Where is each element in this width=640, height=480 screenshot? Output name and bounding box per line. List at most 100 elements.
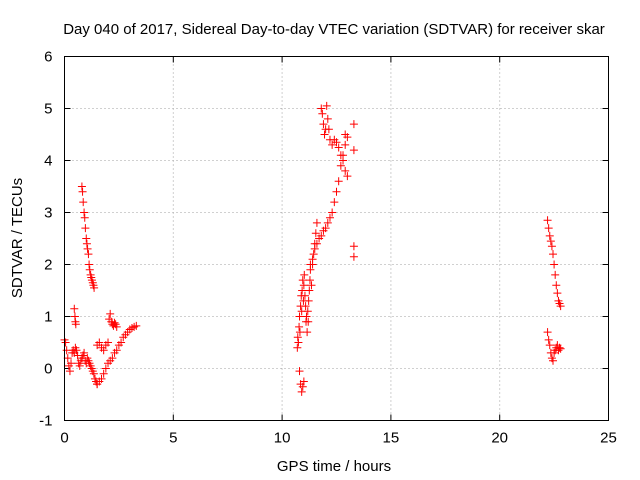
data-point-marker xyxy=(112,346,121,355)
data-point-marker xyxy=(317,104,326,113)
data-point-marker xyxy=(95,338,104,347)
data-point-marker xyxy=(302,312,311,321)
data-point-marker xyxy=(299,281,308,290)
data-point-marker xyxy=(90,283,99,292)
data-point-marker xyxy=(322,101,331,110)
data-point-marker xyxy=(546,237,555,246)
y-tick-label: -1 xyxy=(39,413,52,430)
data-point-marker xyxy=(301,302,310,311)
data-point-marker xyxy=(317,231,326,240)
data-point-marker xyxy=(298,382,307,391)
y-tick-label: 3 xyxy=(44,205,52,222)
data-point-marker xyxy=(110,318,119,327)
x-tick-label: 25 xyxy=(600,430,617,447)
data-point-marker xyxy=(295,322,304,331)
data-point-marker xyxy=(318,109,327,118)
data-point-marker xyxy=(75,361,84,370)
data-point-marker xyxy=(85,265,94,274)
data-point-marker xyxy=(293,333,302,342)
data-point-marker xyxy=(309,250,318,259)
data-point-marker xyxy=(101,364,110,373)
data-point-marker xyxy=(549,356,558,365)
data-point-marker xyxy=(106,309,115,318)
data-point-marker xyxy=(99,369,108,378)
data-point-marker xyxy=(556,302,565,311)
data-point-marker xyxy=(85,260,94,269)
data-point-marker xyxy=(543,216,552,225)
data-point-marker xyxy=(336,161,345,170)
data-point-marker xyxy=(295,367,304,376)
data-point-marker xyxy=(303,328,312,337)
data-point-marker xyxy=(339,156,348,165)
sdtvar-track-11 xyxy=(543,216,565,311)
data-point-marker xyxy=(300,291,309,300)
y-tick-label: 6 xyxy=(44,49,52,66)
data-point-marker xyxy=(545,231,554,240)
data-point-marker xyxy=(67,359,76,368)
data-point-marker xyxy=(65,367,74,376)
data-point-marker xyxy=(82,239,91,248)
data-point-marker xyxy=(70,304,79,313)
data-point-marker xyxy=(293,343,302,352)
data-point-marker xyxy=(328,208,337,217)
x-axis-label: GPS time / hours xyxy=(277,458,391,475)
sdtvar-track-2 xyxy=(70,304,80,329)
data-point-marker xyxy=(297,387,306,396)
data-point-marker xyxy=(549,250,558,259)
sdtvar-track-10 xyxy=(341,120,358,261)
y-axis-label: SDTVAR / TECUs xyxy=(9,178,26,298)
data-point-marker xyxy=(77,182,86,191)
data-point-marker xyxy=(304,296,313,305)
data-point-marker xyxy=(547,242,556,251)
data-point-marker xyxy=(349,252,358,261)
data-point-marker xyxy=(104,338,113,347)
data-point-marker xyxy=(544,335,553,344)
data-point-marker xyxy=(80,348,89,357)
data-point-marker xyxy=(312,239,321,248)
data-point-marker xyxy=(304,317,313,326)
data-point-marker xyxy=(89,369,98,378)
sdtvar-track-6 xyxy=(293,218,321,352)
data-point-marker xyxy=(323,114,332,123)
data-point-marker xyxy=(112,322,121,331)
data-point-marker xyxy=(298,276,307,285)
data-point-marker xyxy=(72,346,81,355)
data-point-marker xyxy=(341,166,350,175)
data-point-marker xyxy=(80,208,89,217)
data-point-marker xyxy=(325,213,334,222)
chart-title: Day 040 of 2017, Sidereal Day-to-day VTE… xyxy=(63,21,605,38)
sdtvar-track-9 xyxy=(317,101,352,181)
data-point-marker xyxy=(334,143,343,152)
data-markers xyxy=(60,101,565,396)
data-point-marker xyxy=(63,354,72,363)
data-point-marker xyxy=(545,341,554,350)
grid-lines xyxy=(64,56,609,421)
data-point-marker xyxy=(349,120,358,129)
data-point-marker xyxy=(299,377,308,386)
sdtvar-track-3 xyxy=(77,182,99,292)
sdtvar-track-5 xyxy=(93,309,121,355)
data-point-marker xyxy=(71,320,80,329)
data-point-marker xyxy=(61,338,70,347)
x-tick-label: 20 xyxy=(491,430,508,447)
data-point-marker xyxy=(320,130,329,139)
data-point-marker xyxy=(79,198,88,207)
data-point-marker xyxy=(117,338,126,347)
data-point-marker xyxy=(295,328,304,337)
data-point-marker xyxy=(82,234,91,243)
sdtvar-track-7 xyxy=(295,367,308,396)
data-point-marker xyxy=(307,281,316,290)
data-point-marker xyxy=(324,125,333,134)
data-point-marker xyxy=(305,276,314,285)
x-tick-label: 5 xyxy=(169,430,177,447)
data-point-marker xyxy=(97,374,106,383)
x-tick-label: 0 xyxy=(60,430,68,447)
data-point-marker xyxy=(311,229,320,238)
data-point-marker xyxy=(553,289,562,298)
data-point-marker xyxy=(332,138,341,147)
data-point-marker xyxy=(341,140,350,149)
data-point-marker xyxy=(132,321,141,330)
data-point-marker xyxy=(108,354,117,363)
